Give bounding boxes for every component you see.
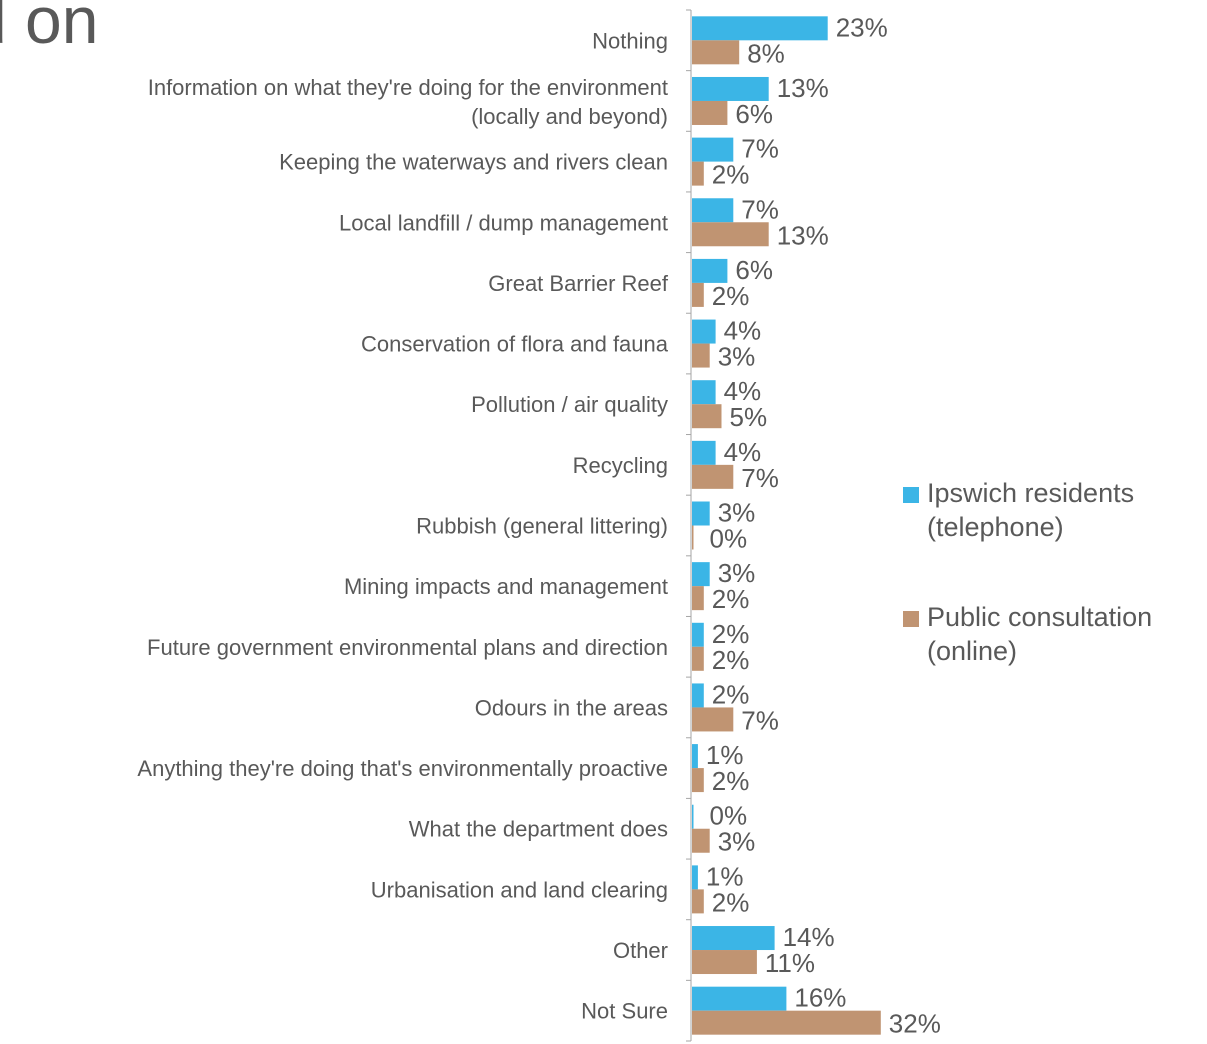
data-label-public: 13% [777, 220, 829, 250]
bar-public [692, 161, 704, 186]
data-label-public: 6% [735, 99, 773, 129]
category-label: Information on what they're doing for th… [148, 75, 668, 100]
data-label-public: 2% [712, 160, 750, 190]
data-label-public: 7% [741, 705, 779, 735]
data-label-ipswich: 16% [794, 983, 846, 1013]
data-label-public: 2% [712, 766, 750, 796]
bar-ipswich [692, 380, 716, 405]
legend-label-public-line2: (online) [927, 636, 1018, 666]
bar-public [692, 646, 704, 671]
bar-ipswich [692, 562, 710, 587]
bar-ipswich [692, 744, 698, 769]
category-label: Conservation of flora and fauna [361, 332, 669, 357]
data-label-ipswich: 4% [724, 437, 762, 467]
category-label: (locally and beyond) [471, 104, 668, 129]
data-label-public: 3% [718, 827, 756, 857]
data-label-public: 5% [730, 402, 768, 432]
legend-item-public: Public consultation (online) [903, 600, 1203, 668]
bar-public [692, 343, 710, 368]
data-label-public: 2% [712, 887, 750, 917]
data-label-ipswich: 1% [706, 740, 744, 770]
data-label-public: 2% [712, 645, 750, 675]
data-label-ipswich: 7% [741, 194, 779, 224]
data-label-ipswich: 4% [724, 376, 762, 406]
data-label-public: 8% [747, 38, 785, 68]
bar-public [692, 889, 704, 914]
data-label-ipswich: 23% [836, 12, 888, 42]
bar-ipswich [692, 76, 769, 101]
data-label-ipswich: 4% [724, 316, 762, 346]
bar-public [692, 707, 734, 732]
legend-label-public-line1: Public consultation [927, 602, 1153, 632]
bar-ipswich [692, 986, 787, 1011]
data-label-ipswich: 2% [712, 679, 750, 709]
category-label: What the department does [409, 817, 668, 842]
category-label: Recycling [573, 453, 668, 478]
bar-public [692, 464, 734, 489]
bar-public [692, 525, 694, 550]
data-label-ipswich: 3% [718, 558, 756, 588]
bar-public [692, 40, 740, 65]
chart-title-fragment: d on [0, 0, 99, 57]
bar-public [692, 404, 722, 429]
data-label-public: 7% [741, 463, 779, 493]
bar-ipswich [692, 16, 828, 41]
legend-item-ipswich: Ipswich residents (telephone) [903, 476, 1203, 544]
bar-public [692, 1010, 881, 1035]
bar-ipswich [692, 926, 775, 951]
bar-public [692, 586, 704, 611]
bar-public [692, 828, 710, 853]
legend-label-ipswich-line1: Ipswich residents [927, 478, 1135, 508]
data-label-public: 2% [712, 584, 750, 614]
bar-ipswich [692, 198, 734, 223]
category-label: Odours in the areas [475, 695, 668, 720]
bar-ipswich [692, 622, 704, 647]
category-label: Rubbish (general littering) [416, 514, 668, 539]
bar-public [692, 950, 757, 975]
category-label: Other [613, 938, 668, 963]
data-label-public: 3% [718, 342, 756, 372]
bar-ipswich [692, 440, 716, 465]
category-label: Pollution / air quality [471, 392, 668, 417]
category-label: Keeping the waterways and rivers clean [279, 150, 668, 175]
bar-ipswich [692, 501, 710, 526]
bar-ipswich [692, 865, 698, 890]
data-label-public: 2% [712, 281, 750, 311]
category-label: Nothing [592, 28, 668, 53]
category-label: Urbanisation and land clearing [371, 877, 668, 902]
data-label-ipswich: 1% [706, 861, 744, 891]
legend-swatch-public [903, 611, 919, 627]
bar-ipswich [692, 319, 716, 344]
category-label: Not Sure [581, 999, 668, 1024]
category-label: Great Barrier Reef [488, 271, 669, 296]
category-label: Anything they're doing that's environmen… [137, 756, 668, 781]
data-label-ipswich: 3% [718, 498, 756, 528]
data-label-public: 0% [710, 524, 748, 554]
bar-public [692, 768, 704, 793]
legend-swatch-ipswich [903, 487, 919, 503]
category-label: Future government environmental plans an… [147, 635, 668, 660]
data-label-ipswich: 7% [741, 134, 779, 164]
data-label-public: 11% [765, 948, 815, 978]
bar-ipswich [692, 804, 694, 829]
data-label-ipswich: 0% [710, 801, 748, 831]
bar-public [692, 100, 728, 125]
data-label-ipswich: 13% [777, 73, 829, 103]
bar-ipswich [692, 137, 734, 162]
bar-public [692, 282, 704, 307]
category-label: Mining impacts and management [344, 574, 668, 599]
data-label-ipswich: 6% [735, 255, 773, 285]
bar-public [692, 222, 769, 247]
category-label: Local landfill / dump management [339, 210, 668, 235]
bar-ipswich [692, 258, 728, 283]
data-label-public: 32% [889, 1009, 941, 1039]
data-label-ipswich: 14% [783, 922, 835, 952]
legend-label-ipswich-line2: (telephone) [927, 512, 1064, 542]
bar-ipswich [692, 683, 704, 708]
chart-legend: Ipswich residents (telephone) Public con… [903, 476, 1203, 724]
data-label-ipswich: 2% [712, 619, 750, 649]
